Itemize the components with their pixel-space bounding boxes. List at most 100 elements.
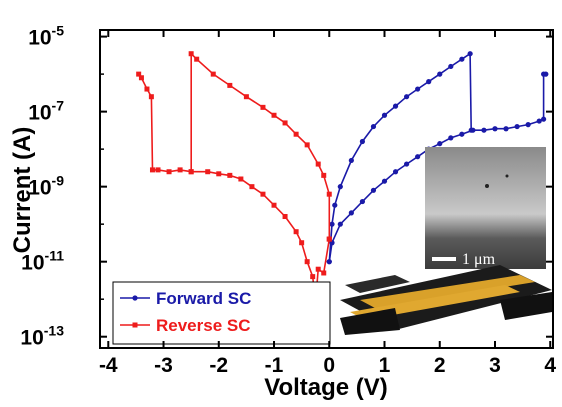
x-tick-label: 4 [544, 354, 556, 377]
y-tick-exponent: -11 [45, 248, 65, 264]
marker [249, 184, 254, 189]
marker [541, 117, 546, 122]
marker [244, 94, 249, 99]
marker [481, 128, 486, 133]
marker [283, 120, 288, 125]
marker [316, 162, 321, 167]
sem-speck [506, 175, 509, 178]
marker [360, 139, 365, 144]
y-tick-exponent: -7 [52, 98, 65, 114]
marker [371, 124, 376, 129]
marker [227, 83, 232, 88]
marker [136, 72, 141, 77]
x-tick-label: 0 [323, 354, 335, 377]
x-tick-label: -3 [154, 354, 173, 377]
marker [238, 176, 243, 181]
y-tick-base: 10 [20, 327, 43, 350]
y-tick-label: 10-5 [28, 23, 64, 50]
y-tick-label: 10-11 [21, 248, 64, 275]
marker [272, 203, 277, 208]
marker [305, 259, 310, 264]
legend: Forward SC Reverse SC [113, 282, 330, 344]
marker [294, 132, 299, 137]
marker [299, 240, 304, 245]
marker [448, 64, 453, 69]
x-tick-label: 3 [489, 354, 501, 377]
marker [211, 72, 216, 77]
scale-label: 1 μm [462, 251, 496, 268]
marker [382, 179, 387, 184]
marker [371, 188, 376, 193]
y-tick-label: 10-9 [28, 173, 64, 200]
marker [492, 126, 497, 131]
legend-label: Forward SC [156, 289, 251, 308]
marker [426, 79, 431, 84]
marker [321, 173, 326, 178]
marker [437, 72, 442, 77]
chart: 1 μm Forward SCReverse SC Voltage (V) Cu… [0, 0, 562, 407]
x-tick-label: 1 [379, 354, 391, 377]
marker [393, 104, 398, 109]
marker [537, 118, 542, 123]
marker [321, 270, 326, 275]
sem-inset: 1 μm [425, 147, 546, 269]
marker [469, 128, 474, 133]
marker [205, 169, 210, 174]
x-tick-label: -2 [209, 354, 228, 377]
marker [132, 295, 137, 300]
y-tick-exponent: -13 [44, 323, 64, 339]
marker [133, 323, 138, 328]
marker [156, 167, 161, 172]
marker [415, 154, 420, 159]
marker [459, 132, 464, 137]
marker [150, 167, 155, 172]
x-axis-label: Voltage (V) [264, 374, 388, 401]
y-tick-base: 10 [28, 177, 51, 200]
marker [167, 169, 172, 174]
legend-label: Reverse SC [156, 316, 251, 335]
marker [349, 210, 354, 215]
marker [393, 169, 398, 174]
marker [448, 135, 453, 140]
marker [178, 167, 183, 172]
marker [360, 199, 365, 204]
marker [310, 274, 315, 279]
marker [349, 158, 354, 163]
marker [503, 126, 508, 131]
marker [149, 94, 154, 99]
marker [382, 113, 387, 118]
y-tick-base: 10 [28, 27, 51, 50]
x-tick-label: -4 [99, 354, 118, 377]
marker [329, 222, 334, 227]
marker [189, 169, 194, 174]
x-tick-label: -1 [265, 354, 284, 377]
marker [216, 171, 221, 176]
marker [316, 267, 321, 272]
marker [283, 214, 288, 219]
y-tick-exponent: -9 [52, 173, 65, 189]
marker [543, 72, 548, 77]
marker [194, 57, 199, 62]
marker [327, 259, 332, 264]
marker [327, 192, 332, 197]
x-tick-label: 2 [434, 354, 446, 377]
marker [404, 161, 409, 166]
y-tick-label: 10-7 [28, 98, 64, 125]
marker [526, 122, 531, 127]
marker [437, 141, 442, 146]
marker [260, 192, 265, 197]
y-tick-exponent: -5 [52, 23, 65, 39]
marker [514, 124, 519, 129]
y-tick-label: 10-13 [20, 323, 64, 350]
marker [294, 229, 299, 234]
marker [468, 51, 473, 56]
marker [332, 203, 337, 208]
y-tick-base: 10 [21, 252, 44, 275]
marker [459, 57, 464, 62]
y-tick-base: 10 [28, 102, 51, 125]
marker [260, 105, 265, 110]
marker [415, 86, 420, 91]
marker [404, 94, 409, 99]
marker [144, 87, 149, 92]
marker [338, 184, 343, 189]
